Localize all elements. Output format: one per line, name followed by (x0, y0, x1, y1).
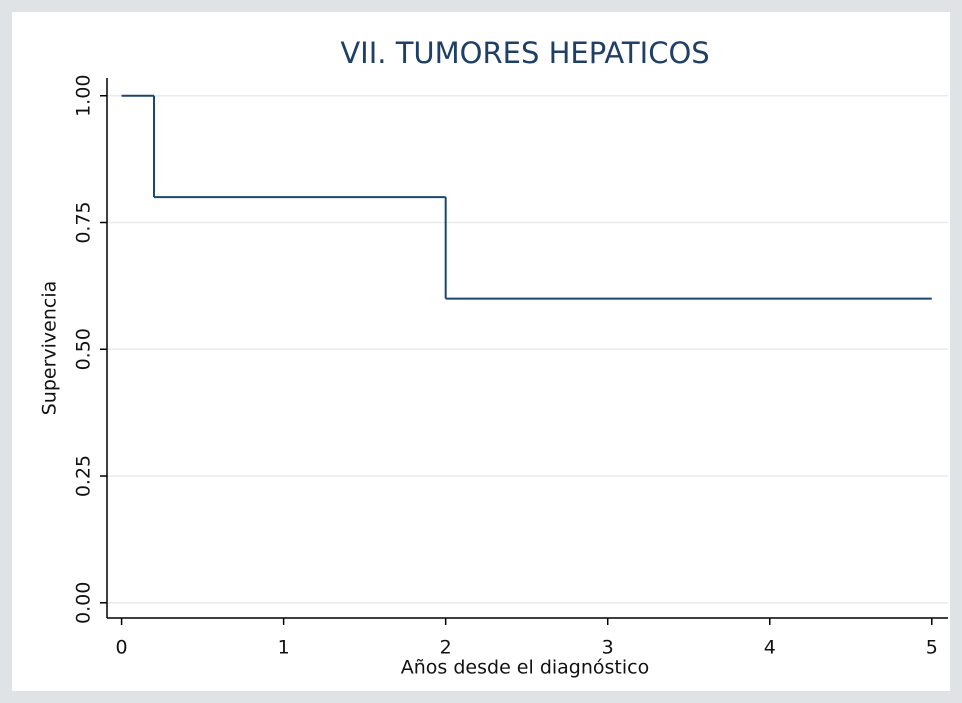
y-tick-label: 1.00 (73, 75, 95, 117)
y-axis-title: Supervivencia (39, 281, 61, 416)
x-axis-title: Años desde el diagnóstico (401, 657, 649, 679)
x-tick-label: 2 (440, 637, 452, 659)
y-tick-label: 0.50 (73, 328, 95, 370)
y-tick-label: 0.00 (73, 582, 95, 624)
graph-region (12, 12, 950, 691)
x-tick-label: 0 (116, 637, 128, 659)
x-tick-label: 5 (926, 637, 938, 659)
chart-title: VII. TUMORES HEPATICOS (340, 36, 709, 70)
x-tick-label: 1 (278, 637, 290, 659)
x-tick-label: 3 (602, 637, 614, 659)
y-tick-label: 0.25 (73, 455, 95, 497)
x-tick-label: 4 (764, 637, 776, 659)
y-tick-label: 0.75 (73, 201, 95, 243)
